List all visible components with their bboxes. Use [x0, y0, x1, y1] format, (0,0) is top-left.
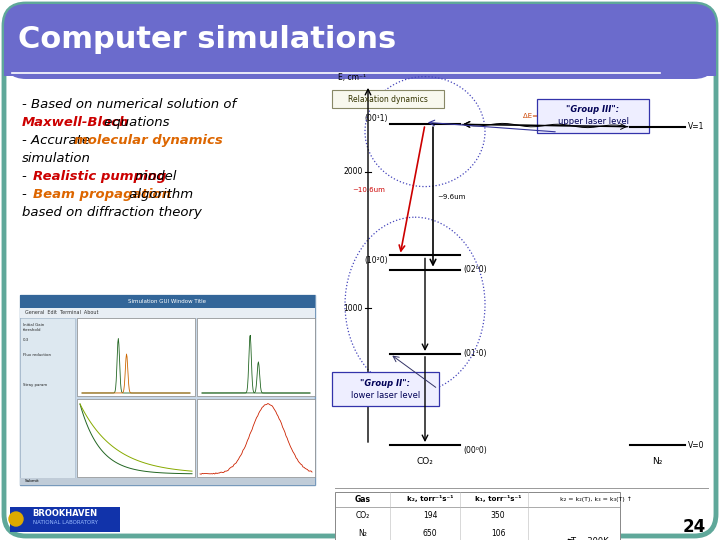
Text: NATIONAL LABORATORY: NATIONAL LABORATORY: [32, 521, 97, 525]
Text: CO₂: CO₂: [356, 510, 370, 519]
FancyBboxPatch shape: [537, 99, 649, 133]
Text: Maxwell-Bloch: Maxwell-Bloch: [22, 116, 130, 129]
Text: Stray param: Stray param: [23, 383, 48, 387]
Text: (00⁰0): (00⁰0): [463, 446, 487, 455]
Text: 194: 194: [423, 510, 437, 519]
FancyBboxPatch shape: [20, 295, 315, 308]
Text: "Group II":: "Group II":: [361, 379, 410, 388]
FancyBboxPatch shape: [197, 399, 315, 477]
Text: BROOKHAVEN: BROOKHAVEN: [32, 510, 98, 518]
Text: 650: 650: [423, 529, 437, 537]
Text: k₂ = k₂(T), k₃ = k₃(T) ↑: k₂ = k₂(T), k₃ = k₃(T) ↑: [560, 496, 632, 502]
FancyBboxPatch shape: [20, 318, 75, 478]
FancyBboxPatch shape: [4, 4, 716, 79]
Text: - Accurate: - Accurate: [22, 134, 94, 147]
Text: -: -: [22, 170, 31, 183]
Text: 0.3: 0.3: [23, 338, 30, 342]
FancyBboxPatch shape: [332, 90, 444, 108]
Text: (00¹1): (00¹1): [364, 114, 388, 123]
Text: simulation: simulation: [22, 152, 91, 165]
Text: 1000: 1000: [343, 304, 363, 313]
Text: Relaxation dynamics: Relaxation dynamics: [348, 94, 428, 104]
Text: Realistic pumping: Realistic pumping: [33, 170, 166, 183]
Text: algorithm: algorithm: [125, 188, 193, 201]
Text: Simulation GUI Window Title: Simulation GUI Window Title: [128, 299, 207, 304]
FancyBboxPatch shape: [10, 507, 120, 532]
Text: V=1: V=1: [688, 122, 704, 131]
Text: (01¹0): (01¹0): [463, 349, 487, 359]
Text: based on diffraction theory: based on diffraction theory: [22, 206, 202, 219]
Circle shape: [9, 512, 23, 526]
Text: lower laser level: lower laser level: [351, 390, 420, 400]
Text: k₁, torr⁻¹s⁻¹: k₁, torr⁻¹s⁻¹: [474, 496, 521, 503]
Text: (10²0): (10²0): [364, 256, 388, 266]
Text: upper laser level: upper laser level: [557, 118, 629, 126]
FancyBboxPatch shape: [20, 308, 315, 318]
Text: Gas: Gas: [355, 495, 371, 503]
Text: CO₂: CO₂: [417, 457, 433, 466]
Text: equations: equations: [100, 116, 169, 129]
FancyBboxPatch shape: [197, 318, 315, 396]
FancyBboxPatch shape: [335, 492, 620, 540]
Text: Beam propagation: Beam propagation: [33, 188, 171, 201]
Text: E, cm⁻¹: E, cm⁻¹: [338, 73, 366, 82]
Text: - Based on numerical solution of: - Based on numerical solution of: [22, 98, 236, 111]
Text: -: -: [22, 188, 31, 201]
Text: Initial Gain
threshold: Initial Gain threshold: [23, 323, 44, 332]
Text: 106: 106: [491, 529, 505, 537]
FancyBboxPatch shape: [332, 372, 439, 406]
FancyBboxPatch shape: [4, 37, 716, 76]
Text: T = 300K: T = 300K: [570, 537, 608, 540]
Text: molecular dynamics: molecular dynamics: [74, 134, 222, 147]
Text: Flux reduction: Flux reduction: [23, 353, 51, 357]
FancyBboxPatch shape: [20, 478, 315, 485]
Text: ~10.6um: ~10.6um: [352, 187, 385, 193]
Text: ΔE=18 cm⁻¹: ΔE=18 cm⁻¹: [523, 113, 567, 119]
Text: model: model: [131, 170, 176, 183]
Text: Computer simulations: Computer simulations: [18, 25, 396, 54]
Text: "Group III":: "Group III":: [567, 105, 620, 114]
Text: 24: 24: [683, 518, 706, 536]
Text: General  Edit  Terminal  About: General Edit Terminal About: [25, 310, 99, 315]
Text: k₂, torr⁻¹s⁻¹: k₂, torr⁻¹s⁻¹: [407, 496, 453, 503]
Text: 350: 350: [491, 510, 505, 519]
FancyBboxPatch shape: [77, 399, 195, 477]
FancyBboxPatch shape: [77, 318, 195, 396]
Text: V=0: V=0: [688, 441, 704, 449]
Text: N₂: N₂: [652, 457, 662, 466]
FancyBboxPatch shape: [20, 295, 315, 485]
Text: 2000: 2000: [343, 167, 363, 177]
Text: Submit: Submit: [25, 480, 40, 483]
Text: N₂: N₂: [359, 529, 367, 537]
Text: (02⁰0): (02⁰0): [463, 265, 487, 274]
Text: ~9.6um: ~9.6um: [437, 194, 465, 200]
